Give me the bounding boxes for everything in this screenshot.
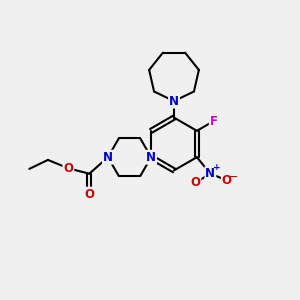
Text: O: O (63, 162, 73, 175)
Text: −: − (229, 172, 238, 182)
Text: O: O (84, 188, 94, 201)
Text: N: N (206, 167, 215, 180)
Text: N: N (169, 94, 179, 108)
Text: F: F (210, 115, 218, 128)
Text: +: + (213, 163, 220, 172)
Text: O: O (222, 174, 232, 187)
Text: O: O (190, 176, 200, 189)
Text: N: N (146, 151, 156, 164)
Text: N: N (103, 151, 113, 164)
